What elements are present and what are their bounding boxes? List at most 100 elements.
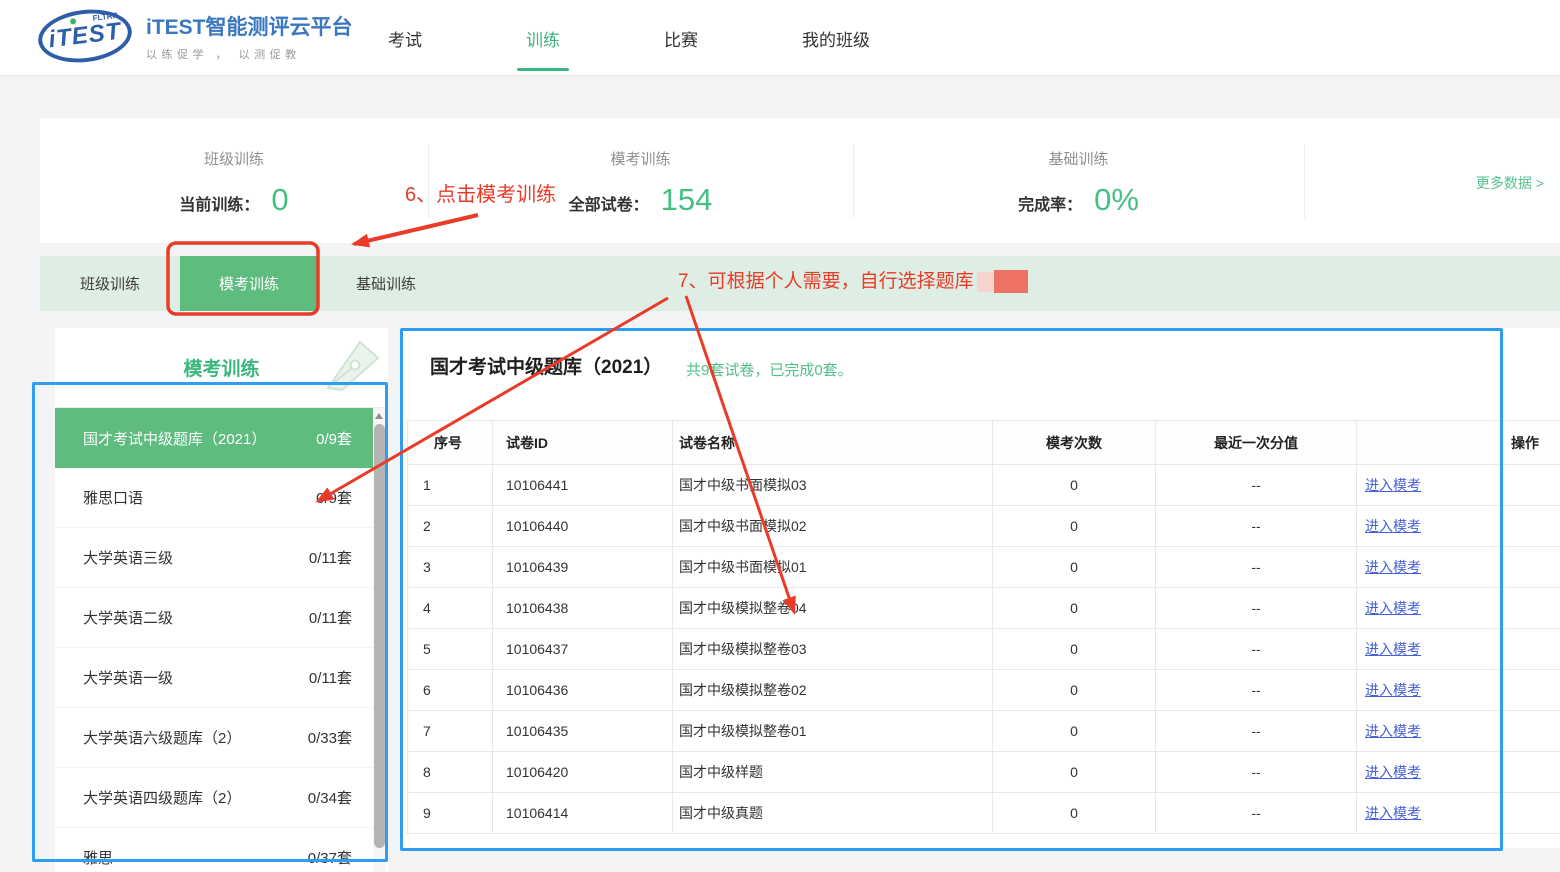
bank-progress-count: 0/11套: [308, 610, 352, 627]
sidebar-item-cet-level3[interactable]: 大学英语三级 0/11套: [55, 528, 374, 588]
main-nav: 考试 训练 比赛 我的班级: [388, 0, 870, 76]
action-cell: [1500, 546, 1560, 588]
action-cell: [1500, 587, 1560, 629]
paper-mock-count: 0: [992, 628, 1156, 670]
col-link: [1356, 420, 1501, 465]
enter-mock-exam-link[interactable]: 进入模考: [1365, 477, 1421, 493]
sidebar-item-cet4-bank-2[interactable]: 大学英语四级题库（2） 0/34套: [55, 768, 374, 828]
bank-name: 雅思口语: [83, 490, 144, 507]
divider: [428, 144, 429, 218]
paper-id: 10106420: [492, 751, 673, 793]
enter-mock-exam-link[interactable]: 进入模考: [1365, 641, 1421, 657]
bank-name: 大学英语六级题库（2）: [83, 730, 242, 747]
logo: iTEST FLTRP iTEST智能测评云平台 以练促学 ， 以测促教: [35, 4, 353, 68]
logo-itest-text: iTEST: [47, 17, 123, 54]
enter-mock-exam-link[interactable]: 进入模考: [1365, 805, 1421, 821]
logo-text: iTEST智能测评云平台 以练促学 ， 以测促教: [146, 11, 353, 62]
stat-mock-training: 模考训练 全部试卷： 154: [428, 118, 853, 243]
paper-no: 5: [407, 628, 493, 670]
scrollbar-thumb[interactable]: [374, 424, 385, 848]
enter-mock-exam-link[interactable]: 进入模考: [1365, 518, 1421, 534]
paper-name: 国才中级模拟整卷02: [672, 669, 993, 711]
stat-value: 154: [660, 182, 713, 217]
enter-mock-exam-link[interactable]: 进入模考: [1365, 723, 1421, 739]
paper-no: 9: [407, 792, 493, 834]
paper-mock-count: 0: [992, 792, 1156, 834]
stat-row: 当前训练： 0: [40, 184, 428, 215]
paper-no: 1: [407, 464, 493, 506]
stat-value: 0: [271, 182, 289, 217]
paper-name: 国才中级模拟整卷03: [672, 628, 993, 670]
sidebar-title: 模考训练: [183, 359, 260, 380]
more-data-link[interactable]: 更多数据 >: [1475, 175, 1544, 191]
sidebar-item-cet-level1[interactable]: 大学英语一级 0/11套: [55, 648, 374, 708]
app-tagline: 以练促学 ， 以测促教: [146, 48, 301, 61]
stat-title: 班级训练: [203, 151, 264, 168]
paper-id: 10106439: [492, 546, 673, 588]
app-header: iTEST FLTRP iTEST智能测评云平台 以练促学 ， 以测促教 考试 …: [0, 0, 1560, 76]
tab-mock-training[interactable]: 模考训练: [180, 256, 318, 311]
enter-mock-exam-link[interactable]: 进入模考: [1365, 600, 1421, 616]
paper-table: 序号 试卷ID 试卷名称 模考次数 最近一次分值 操作 1: [407, 420, 1560, 834]
col-no: 序号: [407, 420, 493, 465]
paper-name: 国才中级真题: [672, 792, 993, 834]
stat-label: 当前训练：: [179, 197, 260, 214]
paper-mock-count: 0: [992, 505, 1156, 547]
tab-class-training[interactable]: 班级训练: [79, 276, 140, 293]
enter-mock-exam-link[interactable]: 进入模考: [1365, 764, 1421, 780]
enter-mock-exam-link[interactable]: 进入模考: [1365, 559, 1421, 575]
paper-row: 9 10106414 国才中级真题 0 -- 进入模考: [407, 792, 1560, 834]
paper-last-score: --: [1155, 669, 1357, 711]
action-cell: [1500, 751, 1560, 793]
sidebar-header: 模考训练: [55, 328, 388, 408]
col-paper-name: 试卷名称: [672, 420, 993, 465]
redacted-block: [993, 270, 1028, 294]
paper-last-score: --: [1155, 628, 1357, 670]
sidebar-scrollbar[interactable]: [373, 408, 386, 872]
paper-mock-count: 0: [992, 751, 1156, 793]
scroll-up-icon[interactable]: [375, 413, 383, 419]
paper-row: 7 10106435 国才中级模拟整卷01 0 -- 进入模考: [407, 710, 1560, 752]
paper-id: 10106435: [492, 710, 673, 752]
paper-id: 10106436: [492, 669, 673, 711]
divider: [853, 144, 854, 218]
paper-row: 2 10106440 国才中级书面模拟02 0 -- 进入模考: [407, 505, 1560, 547]
nav-item-training[interactable]: 训练: [526, 22, 560, 55]
tab-basic-training[interactable]: 基础训练: [355, 276, 416, 293]
bank-progress-count: 0/11套: [308, 670, 352, 687]
paper-row: 1 10106441 国才中级书面模拟03 0 -- 进入模考: [407, 464, 1560, 506]
nav-item-my-classes[interactable]: 我的班级: [802, 30, 870, 50]
enter-mock-exam-link[interactable]: 进入模考: [1365, 682, 1421, 698]
bank-progress-summary: 共9套试卷，已完成0套。: [686, 362, 853, 379]
paper-no: 7: [407, 710, 493, 752]
paper-mock-count: 0: [992, 587, 1156, 629]
bank-progress-count: 0/33套: [307, 730, 352, 747]
paper-no: 3: [407, 546, 493, 588]
paper-name: 国才中级书面模拟02: [672, 505, 993, 547]
paper-no: 8: [407, 751, 493, 793]
nav-item-exam[interactable]: 考试: [388, 30, 422, 50]
question-bank-list: 国才考试中级题库（2021） 0/9套 雅思口语 0/9套 大学英语三级 0/1…: [55, 408, 374, 872]
paper-mock-count: 0: [992, 710, 1156, 752]
sidebar-item-guocai-intermediate-2021[interactable]: 国才考试中级题库（2021） 0/9套: [55, 408, 374, 468]
question-bank-sidebar: 模考训练 国才考试中级题库（2021） 0/9套 雅思口语 0/9套 大学英语三…: [55, 328, 388, 872]
nav-item-competition[interactable]: 比赛: [664, 30, 698, 50]
sidebar-item-ielts[interactable]: 雅思 0/37套: [55, 828, 374, 872]
stat-title: 基础训练: [1048, 151, 1109, 168]
itest-logo-icon: iTEST FLTRP: [35, 4, 135, 68]
paper-id: 10106440: [492, 505, 673, 547]
sidebar-item-cet-level2[interactable]: 大学英语二级 0/11套: [55, 588, 374, 648]
paper-mock-count: 0: [992, 546, 1156, 588]
paper-id: 10106438: [492, 587, 673, 629]
bank-name: 大学英语一级: [83, 670, 174, 687]
bank-progress-count: 0/9套: [316, 490, 352, 507]
sidebar-item-ielts-speaking[interactable]: 雅思口语 0/9套: [55, 468, 374, 528]
app-title: iTEST智能测评云平台: [146, 15, 353, 39]
paper-last-score: --: [1155, 464, 1357, 506]
bank-name: 大学英语三级: [83, 550, 174, 567]
sidebar-item-cet6-bank-2[interactable]: 大学英语六级题库（2） 0/33套: [55, 708, 374, 768]
stat-class-training: 班级训练 当前训练： 0: [40, 118, 428, 243]
bank-name: 国才考试中级题库（2021）: [83, 430, 267, 448]
bank-name: 大学英语二级: [83, 610, 174, 627]
paper-last-score: --: [1155, 546, 1357, 588]
